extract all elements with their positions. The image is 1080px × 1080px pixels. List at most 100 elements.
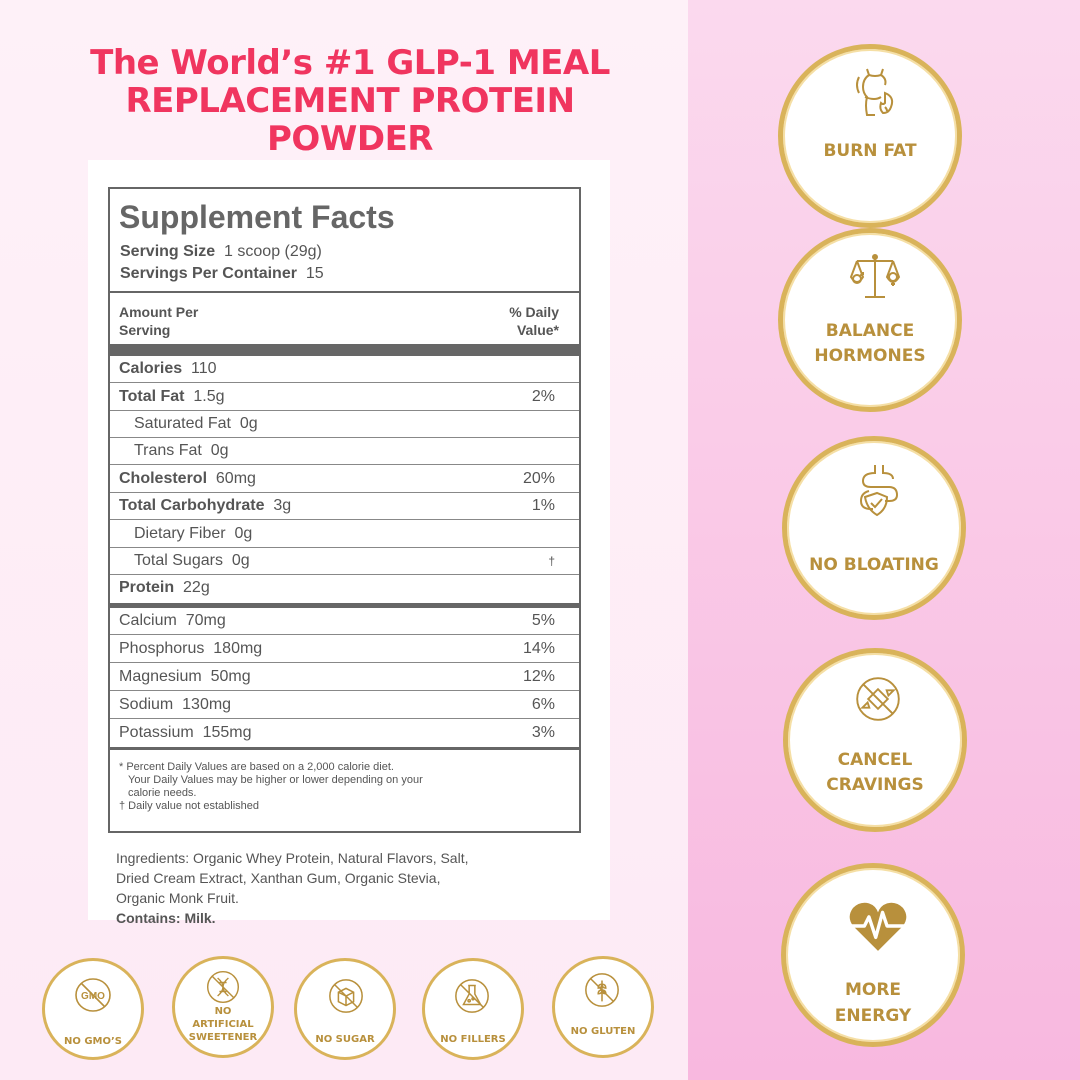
nutrient-dv: 2% bbox=[531, 388, 555, 405]
ingredients-line: Ingredients: Organic Whey Protein, Natur… bbox=[116, 850, 469, 866]
mineral-row: Sodium 130mg 6% bbox=[110, 692, 579, 719]
badge-label: NO SUGAR bbox=[315, 1034, 375, 1045]
benefit-burn-fat: BURN FAT bbox=[778, 44, 962, 228]
nutrient-amount: 130mg bbox=[182, 696, 232, 713]
footnote-line: calorie needs. bbox=[128, 787, 197, 799]
nutrient-label: Calcium bbox=[119, 612, 177, 629]
heartbeat-icon bbox=[848, 902, 908, 951]
dv-header-line-1: % Daily bbox=[509, 304, 559, 320]
nutrient-amount: 0g bbox=[210, 442, 229, 459]
headline-line-1: The World’s #1 GLP-1 MEAL bbox=[90, 43, 610, 83]
ingredients-text: Ingredients: Organic Whey Protein, Natur… bbox=[116, 848, 566, 928]
badge-label: NO GLUTEN bbox=[570, 1026, 636, 1037]
nutrient-label: Sodium bbox=[119, 696, 174, 713]
nutrient-amount: 180mg bbox=[213, 640, 263, 657]
servings-per-container: Servings Per Container 15 bbox=[120, 265, 324, 283]
footnote-line: Your Daily Values may be higher or lower… bbox=[128, 774, 423, 786]
nutrient-label: Total Carbohydrate bbox=[119, 497, 265, 514]
nutrient-label: Cholesterol bbox=[119, 470, 208, 487]
benefit-cancel-cravings: CANCEL CRAVINGS bbox=[783, 648, 967, 832]
nutrient-amount: 70mg bbox=[185, 612, 226, 629]
amount-header-line-2: Serving bbox=[119, 322, 171, 338]
headline: The World’s #1 GLP-1 MEAL REPLACEMENT PR… bbox=[30, 44, 670, 158]
benefit-label-line-1: MORE bbox=[844, 980, 902, 1000]
badge-label-line-1: NO bbox=[214, 1006, 232, 1017]
nutrient-dv: 6% bbox=[531, 696, 555, 713]
badge-no-gluten: NO GLUTEN bbox=[552, 956, 654, 1058]
daily-value-header: % Daily Value* bbox=[509, 303, 559, 339]
badge-label-line-3: SWEETENER bbox=[188, 1032, 258, 1043]
mineral-row: Phosphorus 180mg 14% bbox=[110, 636, 579, 663]
contains-allergen: Contains: Milk. bbox=[116, 910, 216, 926]
benefit-label: NO BLOATING bbox=[809, 555, 939, 575]
nutrient-amount: 0g bbox=[234, 525, 253, 542]
nutrient-label: Potassium bbox=[119, 724, 194, 741]
nutrient-amount: 0g bbox=[239, 415, 258, 432]
nutrient-dv: 5% bbox=[531, 612, 555, 629]
body-flame-icon bbox=[856, 68, 894, 116]
benefit-label-line-1: CANCEL bbox=[837, 750, 913, 770]
nutrient-label: Total Fat bbox=[119, 388, 185, 405]
nutrient-row: Dietary Fiber 0g bbox=[110, 521, 579, 548]
nutrient-row: Trans Fat 0g bbox=[110, 438, 579, 465]
nutrient-amount: 0g bbox=[231, 552, 250, 569]
facts-title: Supplement Facts bbox=[119, 199, 395, 235]
nutrient-amount: 60mg bbox=[215, 470, 256, 487]
ingredients-line-3: Organic Monk Fruit. bbox=[116, 890, 239, 906]
no-sugar-cube-icon bbox=[329, 979, 363, 1013]
benefit-label: BURN FAT bbox=[823, 141, 917, 161]
amount-header-line-1: Amount Per bbox=[119, 304, 199, 320]
footnote-line: † Daily value not established bbox=[119, 800, 260, 812]
no-dna-icon bbox=[206, 970, 240, 1004]
nutrient-dv: 14% bbox=[522, 640, 555, 657]
gut-shield-icon bbox=[859, 465, 899, 517]
nutrient-amount: 155mg bbox=[202, 724, 252, 741]
ingredients-line: Dried Cream Extract, Xanthan Gum, Organi… bbox=[116, 870, 441, 886]
serving-size: Serving Size 1 scoop (29g) bbox=[120, 243, 322, 261]
mineral-row: Magnesium 50mg 12% bbox=[110, 664, 579, 691]
nutrient-amount: 110 bbox=[191, 360, 217, 377]
no-wheat-icon bbox=[585, 973, 619, 1007]
badge-label: NO GMO’S bbox=[63, 1036, 122, 1047]
benefit-label-line-2: ENERGY bbox=[834, 1006, 912, 1026]
benefit-label-line-2: HORMONES bbox=[814, 346, 926, 366]
benefit-label-line-1: BALANCE bbox=[825, 321, 915, 341]
badge-no-fillers: NO FILLERS bbox=[422, 958, 524, 1060]
divider bbox=[110, 747, 579, 750]
benefit-no-bloating: NO BLOATING bbox=[782, 436, 966, 620]
servings-per-label: Servings Per Container bbox=[120, 265, 297, 282]
nutrient-amount: 1.5g bbox=[193, 388, 225, 405]
dv-header-line-2: Value* bbox=[516, 322, 559, 338]
nutrient-row: Total Sugars 0g † bbox=[110, 548, 579, 575]
badge-no-sugar: NO SUGAR bbox=[294, 958, 396, 1060]
nutrient-row: Protein 22g bbox=[110, 575, 579, 602]
nutrient-row: Total Fat 1.5g 2% bbox=[110, 384, 579, 411]
badge-no-artificial-sweetener: NO ARTIFICIAL SWEETENER bbox=[172, 956, 274, 1058]
nutrient-label: Protein bbox=[119, 579, 175, 596]
nutrient-row: Saturated Fat 0g bbox=[110, 411, 579, 438]
nutrient-label: Calories bbox=[119, 360, 183, 377]
nutrient-dv: † bbox=[548, 554, 555, 568]
nutrient-label: Total Sugars bbox=[134, 552, 223, 569]
nutrient-dv: 12% bbox=[522, 668, 555, 685]
nutrient-row: Calories 110 bbox=[110, 356, 579, 383]
nutrient-label: Magnesium bbox=[119, 668, 202, 685]
nutrient-row: Cholesterol 60mg 20% bbox=[110, 466, 579, 493]
nutrient-amount: 22g bbox=[183, 579, 210, 596]
benefit-more-energy: MORE ENERGY bbox=[781, 863, 965, 1047]
nutrient-dv: 20% bbox=[522, 470, 555, 487]
nutrient-row: Total Carbohydrate 3g 1% bbox=[110, 493, 579, 520]
supplement-facts-box: Supplement Facts Serving Size 1 scoop (2… bbox=[108, 187, 581, 833]
servings-per-value: 15 bbox=[305, 265, 324, 282]
nutrient-amount: 50mg bbox=[210, 668, 251, 685]
no-flask-icon bbox=[455, 979, 489, 1013]
amount-per-serving-header: Amount Per Serving bbox=[119, 303, 198, 339]
nutrient-amount: 3g bbox=[273, 497, 292, 514]
nutrient-dv: 3% bbox=[531, 724, 555, 741]
headline-line-3: POWDER bbox=[267, 119, 433, 159]
thick-divider bbox=[110, 344, 579, 356]
benefit-label-line-2: CRAVINGS bbox=[826, 775, 924, 795]
serving-size-label: Serving Size bbox=[120, 243, 216, 260]
badge-label-line-2: ARTIFICIAL bbox=[192, 1019, 254, 1030]
headline-line-2: REPLACEMENT PROTEIN bbox=[125, 81, 575, 121]
